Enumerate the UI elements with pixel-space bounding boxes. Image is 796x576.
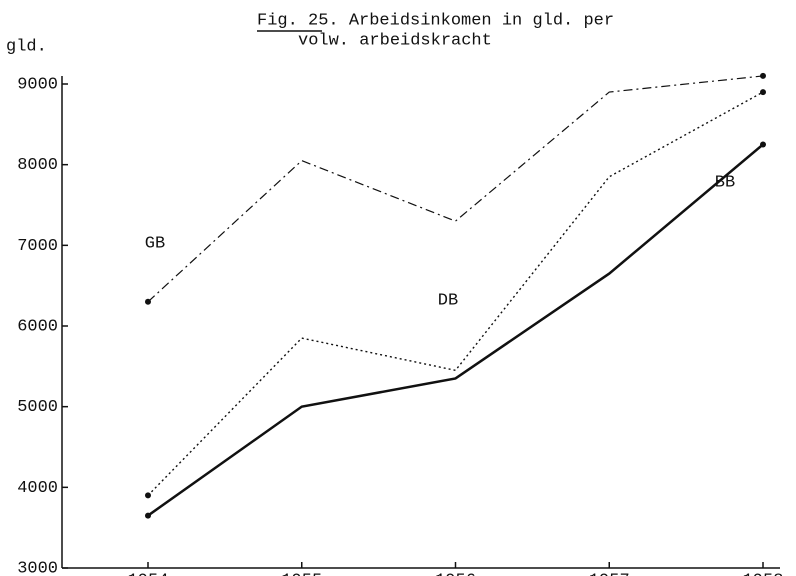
- series-label: GB: [145, 234, 165, 253]
- series-line: [147, 75, 764, 303]
- series-label: BB: [715, 173, 735, 192]
- end-point: [760, 141, 766, 148]
- end-point: [145, 512, 151, 519]
- y-axis-label: gld.: [6, 37, 47, 56]
- end-point: [760, 89, 766, 96]
- y-tick-label: 8000: [17, 156, 58, 175]
- x-tick-label: 1955: [281, 571, 322, 576]
- series-line: [147, 91, 764, 496]
- y-tick-label: 5000: [17, 398, 58, 417]
- x-tick-label: 1956: [435, 571, 476, 576]
- x-tick-label: 1957: [589, 571, 630, 576]
- y-tick-label: 6000: [17, 317, 58, 336]
- y-tick-label: 9000: [17, 75, 58, 94]
- series-label: DB: [438, 291, 458, 310]
- x-tick-label: 1958: [743, 571, 784, 576]
- y-tick-label: 3000: [17, 559, 58, 576]
- end-point: [145, 298, 151, 305]
- y-tick-label: 7000: [17, 237, 58, 256]
- end-point: [145, 492, 151, 499]
- end-point: [760, 72, 766, 79]
- chart-title: volw. arbeidskracht: [298, 31, 492, 50]
- series-line: [147, 143, 764, 517]
- x-tick-label: 1954: [128, 571, 169, 576]
- chart-title: Fig. 25. Arbeidsinkomen in gld. per: [257, 11, 614, 30]
- y-tick-label: 4000: [17, 479, 58, 498]
